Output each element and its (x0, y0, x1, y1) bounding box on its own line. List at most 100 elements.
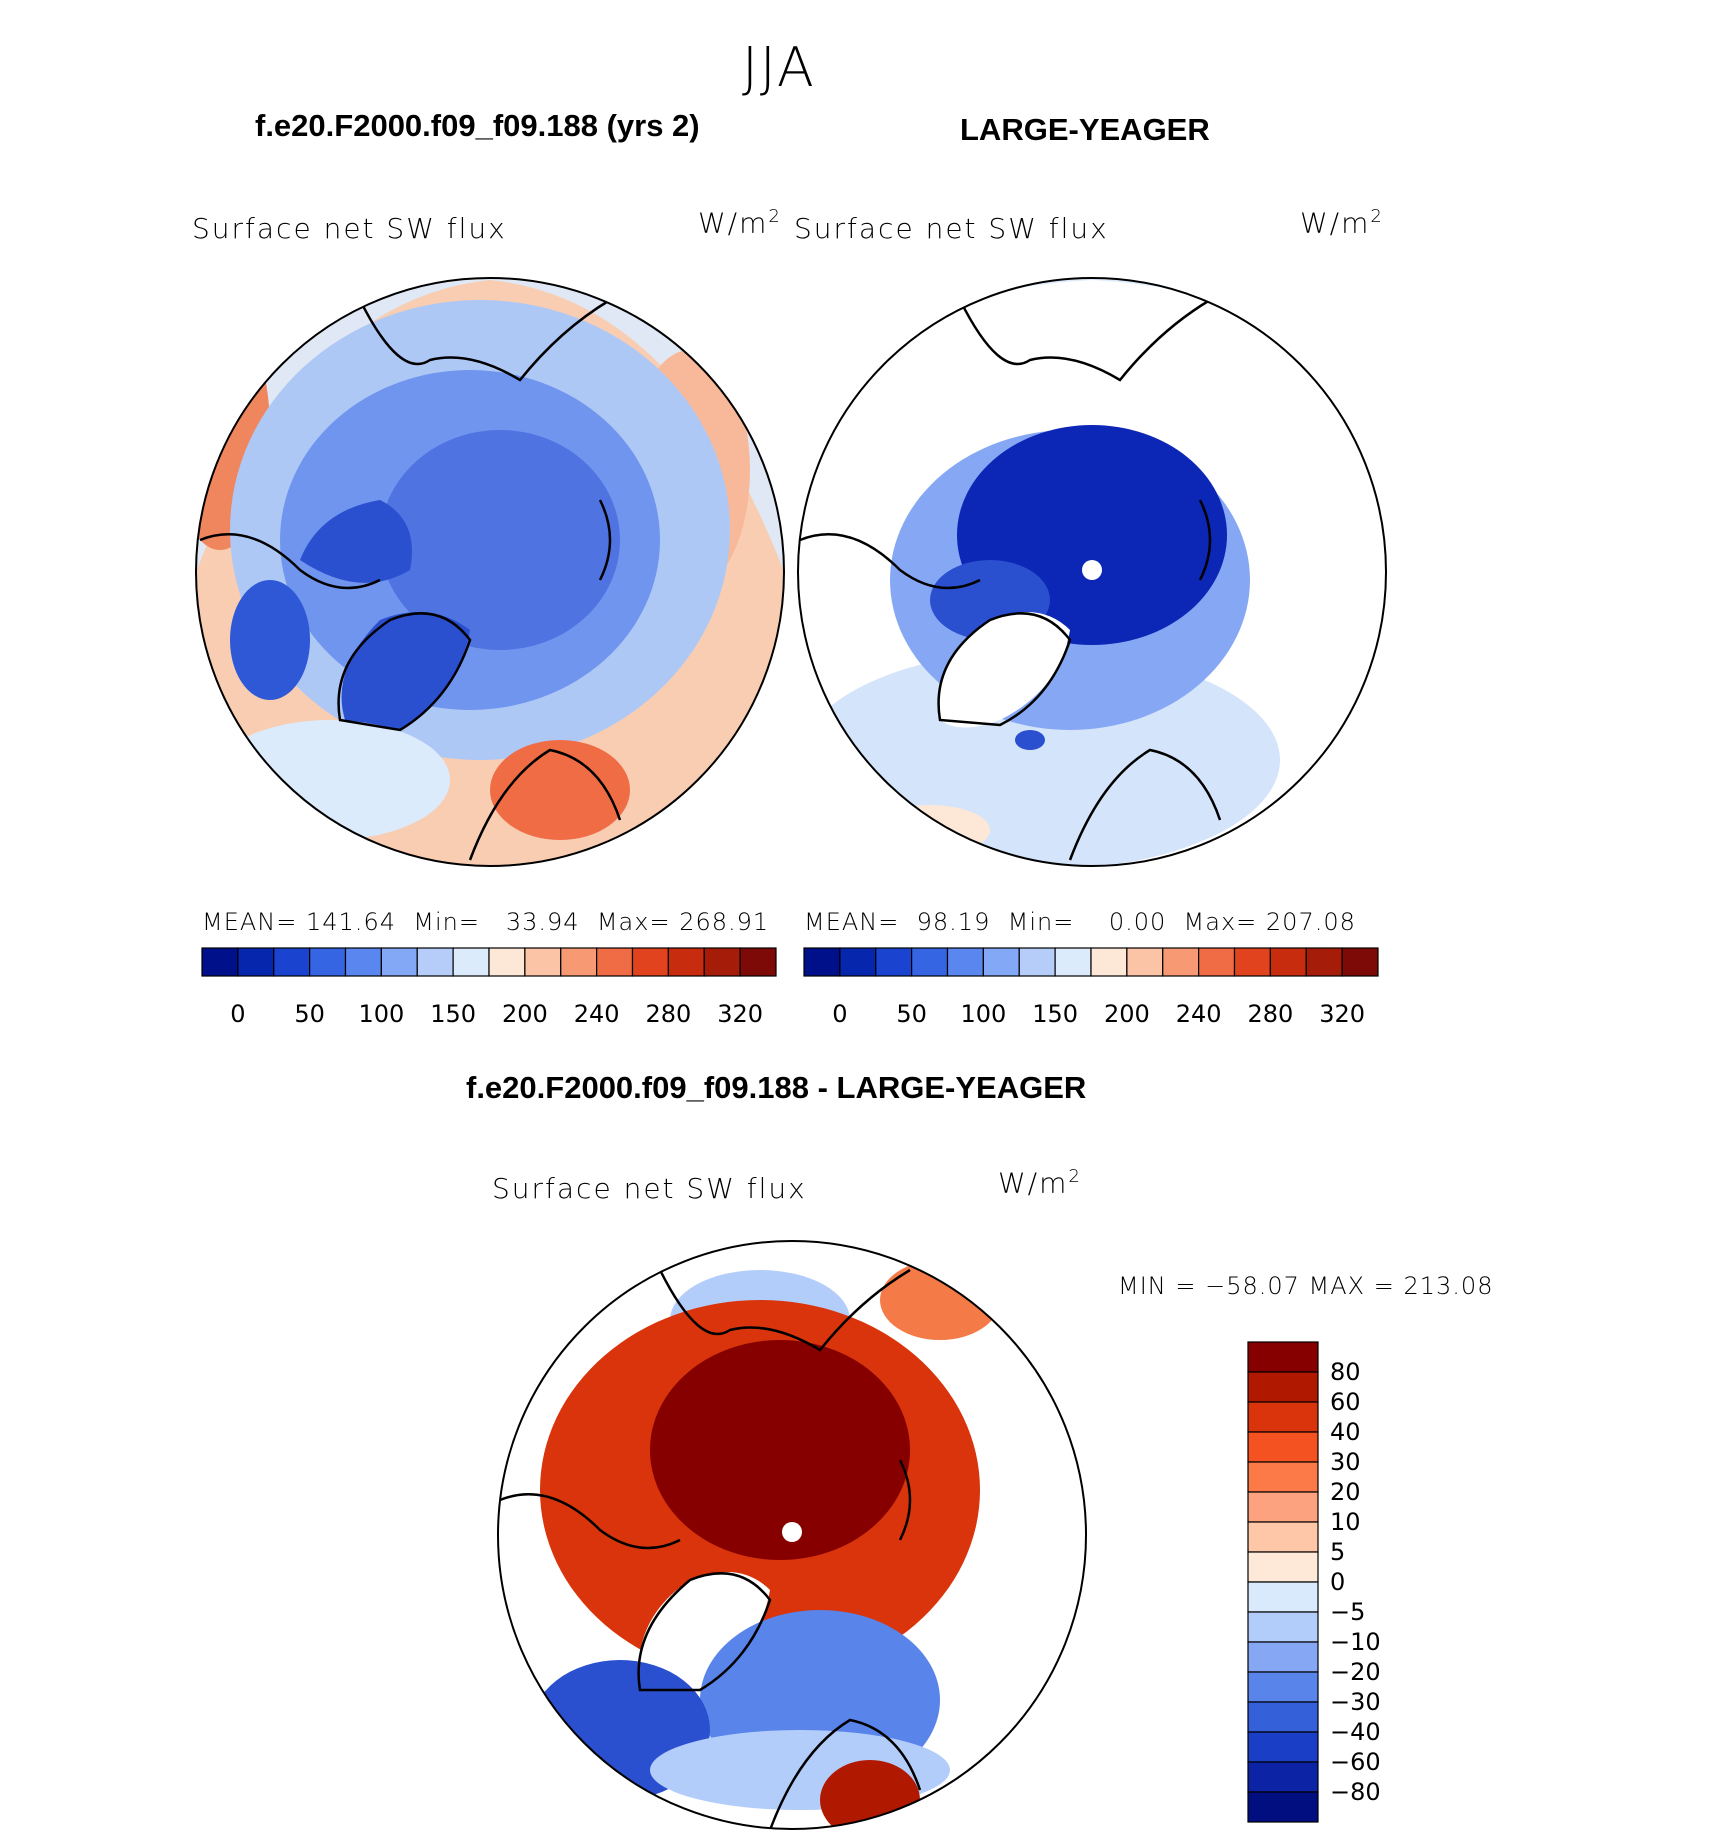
map-obs-iceland (1015, 730, 1045, 750)
map-diff (497, 1240, 1087, 1830)
map-control (195, 277, 785, 867)
map-diff-core-red (650, 1340, 910, 1560)
colorbar-obs-tick-5: 240 (1176, 1000, 1222, 1028)
colorbar-control-swatch-13 (667, 947, 705, 977)
map-diff-europe-red (820, 1760, 920, 1829)
colorbar-diff-swatch-0 (1247, 1341, 1319, 1373)
colorbar-diff-tick-6: 5 (1330, 1538, 1345, 1566)
diff-minmax: MIN = −58.07 MAX = 213.08 (1118, 1272, 1494, 1300)
map-control-archipelago (300, 500, 412, 583)
colorbar-diff-swatch-4 (1247, 1461, 1319, 1493)
map-control-coast-4 (468, 748, 622, 861)
colorbar-control-swatch-6 (416, 947, 454, 977)
colorbar-obs-swatch-12 (1233, 947, 1271, 977)
diff-title: f.e20.F2000.f09_f09.188 - LARGE-YEAGER (466, 1070, 1087, 1105)
colorbar-obs-swatch-5 (982, 947, 1020, 977)
colorbar-control-swatch-8 (488, 947, 526, 977)
colorbar-diff-swatch-7 (1247, 1551, 1319, 1583)
colorbar-diff-tick-13: −60 (1330, 1748, 1381, 1776)
colorbar-diff-swatch-8 (1247, 1581, 1319, 1613)
colorbar-control-tick-4: 200 (502, 1000, 548, 1028)
map-obs-coast-1 (958, 298, 1211, 382)
colorbar-diff-tick-14: −80 (1330, 1778, 1381, 1806)
colorbar-diff-swatch-12 (1247, 1701, 1319, 1733)
colorbar-control-tick-2: 100 (358, 1000, 404, 1028)
colorbar-control-swatch-12 (631, 947, 669, 977)
colorbar-control-tick-0: 0 (230, 1000, 245, 1028)
colorbar-diff-tick-11: −30 (1330, 1688, 1381, 1716)
map-diff-coast-4 (768, 1718, 922, 1829)
colorbar-diff-swatch-3 (1247, 1431, 1319, 1463)
map-obs-outline (797, 277, 1387, 867)
colorbar-obs-swatch-13 (1269, 947, 1307, 977)
colorbar-control-swatch-10 (560, 947, 598, 977)
map-obs-coast-2 (799, 533, 981, 590)
map-obs-coast-3 (937, 612, 1072, 727)
colorbar-control-swatch-0 (201, 947, 239, 977)
colorbar-control-swatch-9 (524, 947, 562, 977)
colorbar-control-swatch-2 (273, 947, 311, 977)
colorbar-obs-swatch-11 (1198, 947, 1236, 977)
colorbar-obs-tick-2: 100 (960, 1000, 1006, 1028)
colorbar-obs-tick-6: 280 (1247, 1000, 1293, 1028)
map-control-core-blue (380, 430, 620, 650)
map-diff-coast-5 (898, 1459, 912, 1541)
colorbar-control-swatch-1 (237, 947, 275, 977)
diff-units-label: W/m2 (998, 1166, 1082, 1200)
map-obs (797, 277, 1387, 867)
colorbar-diff-swatch-1 (1247, 1371, 1319, 1403)
colorbar-diff-swatch-13 (1247, 1731, 1319, 1763)
colorbar-obs-swatch-10 (1162, 947, 1200, 977)
colorbar-diff-swatch-5 (1247, 1491, 1319, 1523)
colorbar-diff-tick-5: 10 (1330, 1508, 1361, 1536)
colorbar-obs-tick-3: 150 (1032, 1000, 1078, 1028)
colorbar-diff-tick-3: 30 (1330, 1448, 1361, 1476)
map-control-coast-5 (598, 499, 612, 581)
panel2-case-title: LARGE-YEAGER (960, 112, 1210, 147)
colorbar-obs-tick-7: 320 (1319, 1000, 1365, 1028)
map-control-outline (195, 277, 785, 867)
diff-variable-label: Surface net SW flux (492, 1172, 807, 1205)
colorbar-control-tick-6: 280 (645, 1000, 691, 1028)
colorbar-obs-swatch-1 (839, 947, 877, 977)
panel1-case-title: f.e20.F2000.f09_f09.188 (yrs 2) (255, 108, 700, 143)
colorbar-diff-swatch-11 (1247, 1671, 1319, 1703)
map-control-coast-2 (199, 533, 381, 590)
colorbar-obs-swatch-6 (1018, 947, 1056, 977)
colorbar-control-swatch-5 (380, 947, 418, 977)
colorbar-diff-swatch-10 (1247, 1641, 1319, 1673)
map-control-greenland (341, 612, 470, 734)
colorbar-control-tick-1: 50 (294, 1000, 325, 1028)
colorbar-diff-tick-9: −10 (1330, 1628, 1381, 1656)
colorbar-obs-tick-4: 200 (1104, 1000, 1150, 1028)
colorbar-control-swatch-4 (344, 947, 382, 977)
colorbar-diff-tick-8: −5 (1330, 1598, 1365, 1626)
colorbar-control-swatch-7 (452, 947, 490, 977)
colorbar-diff-tick-1: 60 (1330, 1388, 1361, 1416)
map-obs-south-warm (870, 805, 990, 855)
colorbar-control-swatch-11 (596, 947, 634, 977)
map-diff-pole-mask (782, 1522, 802, 1542)
colorbar-obs: 0 50 100 150 200 240 280 320 (803, 947, 1379, 1028)
colorbar-control-tick-3: 150 (430, 1000, 476, 1028)
colorbar-diff-tick-12: −40 (1330, 1718, 1381, 1746)
colorbar-obs-tick-1: 50 (896, 1000, 927, 1028)
colorbar-obs-swatch-8 (1090, 947, 1128, 977)
colorbar-control: 0 50 100 150 200 240 280 320 (201, 947, 777, 1028)
colorbar-obs-swatch-7 (1054, 947, 1092, 977)
panel1-stats: MEAN= 141.64 Min= 33.94 Max= 268.91 (202, 908, 770, 936)
colorbar-diff-tick-10: −20 (1330, 1658, 1381, 1686)
map-diff-coast-1 (658, 1268, 911, 1352)
map-obs-coast-4 (1068, 748, 1222, 861)
map-control-south-pale (210, 720, 450, 840)
map-control-hudson (230, 580, 310, 700)
colorbar-obs-swatch-15 (1341, 947, 1379, 977)
colorbar-diff-tick-2: 40 (1330, 1418, 1361, 1446)
panel2-units-label: W/m2 (1300, 206, 1384, 240)
colorbar-control-tick-7: 320 (717, 1000, 763, 1028)
map-diff-coast-2 (499, 1493, 681, 1550)
season-title: JJA (742, 36, 816, 99)
colorbar-obs-tick-0: 0 (832, 1000, 847, 1028)
